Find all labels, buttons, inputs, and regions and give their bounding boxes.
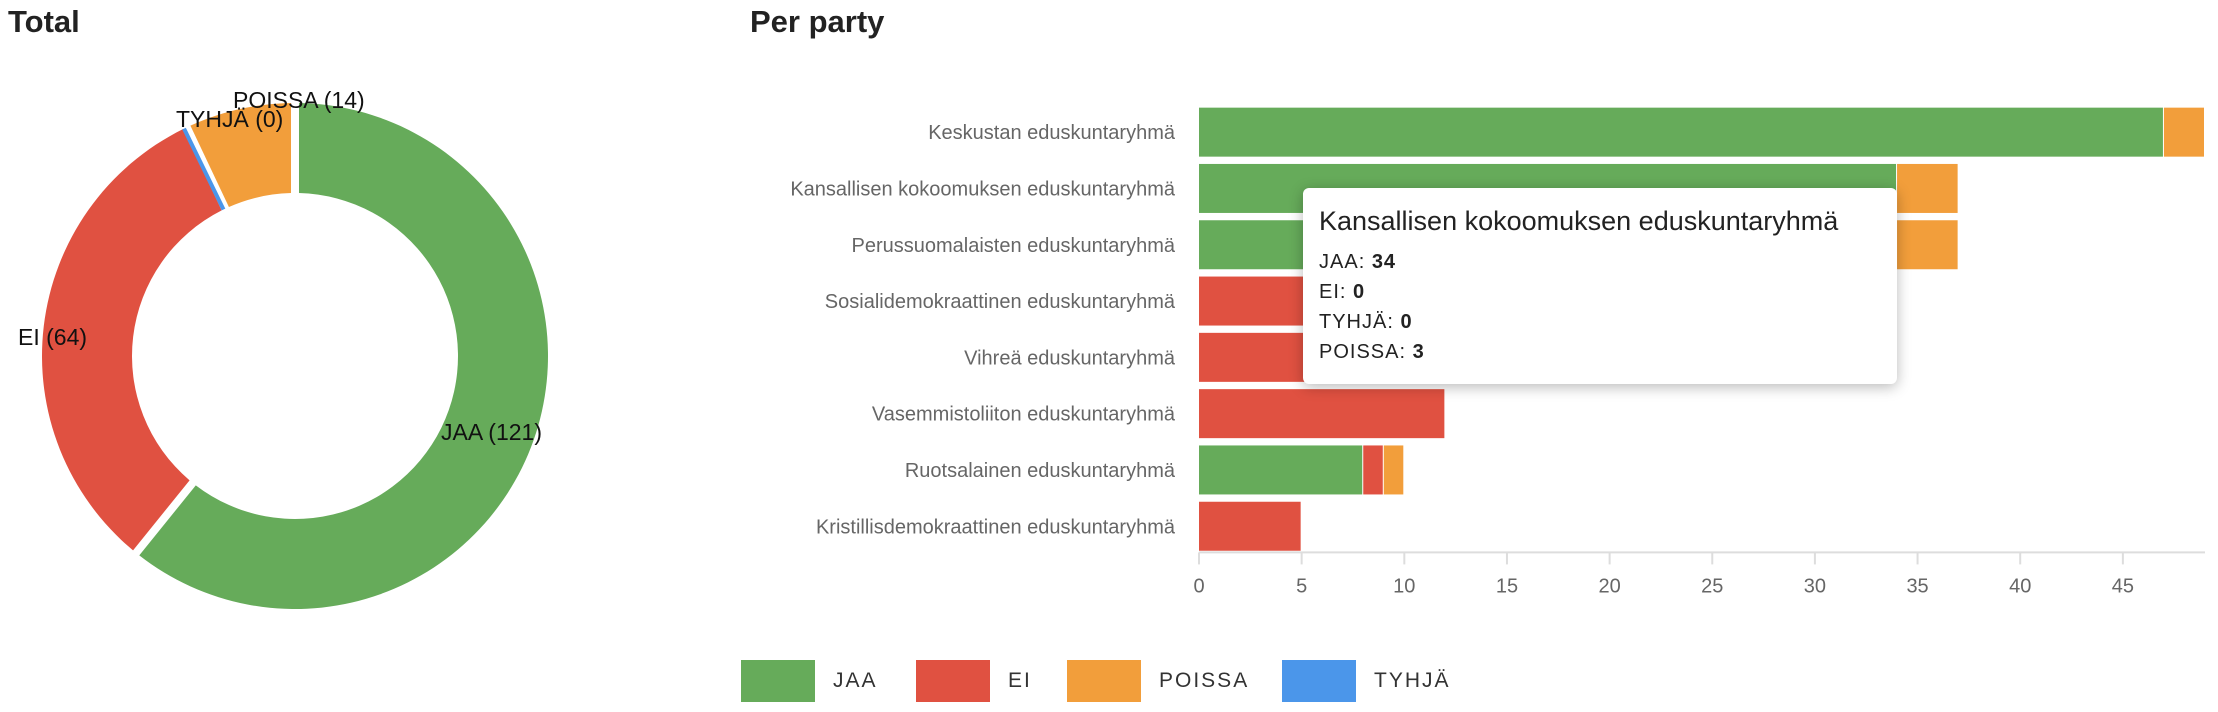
x-tick-label: 30: [1804, 575, 1826, 597]
tooltip-row-label: POISSA: [1319, 341, 1400, 363]
bar-segment-poissa[interactable]: [1897, 163, 1958, 213]
donut-labels: JAA (121) EI (64) TYHJÄ (0)POISSA (14): [18, 87, 542, 445]
legend-label-ei: EI: [1008, 669, 1032, 692]
bar-segment-poissa[interactable]: [1383, 445, 1404, 495]
bar-tooltip: Kansallisen kokoomuksen eduskuntaryhmä J…: [1303, 188, 1897, 384]
tooltip-row-value: 0: [1353, 281, 1366, 303]
legend-swatch-jaa: [741, 660, 815, 702]
category-label: Sosialidemokraattinen eduskuntaryhmä: [825, 291, 1176, 313]
tooltip-title: Kansallisen kokoomuksen eduskuntaryhmä: [1319, 206, 1839, 236]
donut-slice-ei[interactable]: [42, 129, 222, 551]
legend-swatch-ei: [916, 660, 990, 702]
category-label: Vihreä eduskuntaryhmä: [964, 347, 1176, 369]
donut-label-tyhja: TYHJÄ (0): [176, 106, 283, 132]
x-tick-label: 5: [1296, 575, 1307, 597]
tooltip-row-ei: EI: 0: [1319, 281, 1366, 303]
bar-segment-ei[interactable]: [1199, 389, 1445, 439]
legend-label-tyhja: TYHJÄ: [1374, 669, 1451, 692]
legend-item-poissa[interactable]: POISSA: [1067, 659, 1249, 703]
legend-item-tyhja[interactable]: TYHJÄ: [1282, 659, 1451, 703]
x-tick-label: 20: [1598, 575, 1620, 597]
bar-segment-ei[interactable]: [1199, 501, 1301, 551]
donut-chart: [42, 103, 548, 609]
legend-label-jaa: JAA: [833, 669, 878, 692]
donut-slice-tyhja[interactable]: [182, 127, 226, 211]
x-tick-label: 25: [1701, 575, 1723, 597]
tooltip-row-value: 3: [1412, 341, 1425, 363]
category-label: Kristillisdemokraattinen eduskuntaryhmä: [816, 516, 1176, 538]
legend-label-poissa: POISSA: [1159, 669, 1250, 692]
tooltip-row-label: EI: [1319, 281, 1340, 303]
bar-segment-jaa[interactable]: [1199, 107, 2163, 157]
donut-label-jaa: JAA (121): [441, 419, 542, 445]
legend-item-jaa[interactable]: JAA: [741, 659, 878, 703]
x-tick-label: 15: [1496, 575, 1518, 597]
tooltip-row-value: 0: [1400, 311, 1413, 333]
category-label: Kansallisen kokoomuksen eduskuntaryhmä: [790, 178, 1176, 200]
bar-segment-jaa[interactable]: [1199, 445, 1363, 495]
tooltip-row-poissa: POISSA: 3: [1319, 341, 1425, 363]
bar-segment-ei[interactable]: [1363, 445, 1383, 495]
bar-segment-poissa[interactable]: [2163, 107, 2204, 157]
bar-x-axis: 0 5 10 15 20 25 30 35 40 45: [1193, 575, 2134, 597]
donut-slice-jaa[interactable]: [139, 103, 548, 609]
donut-label-poissa: POISSA (14): [233, 87, 365, 113]
bar-chart-grid: [1198, 551, 2205, 565]
category-label: Keskustan eduskuntaryhmä: [928, 122, 1176, 144]
x-tick-label: 10: [1393, 575, 1415, 597]
bar-segment-poissa[interactable]: [1897, 220, 1958, 270]
tooltip-row-value: 34: [1371, 251, 1397, 273]
x-tick-label: 40: [2009, 575, 2031, 597]
donut-slice-poissa[interactable]: [190, 103, 292, 208]
legend-swatch-tyhja: [1282, 660, 1356, 702]
total-chart-title: Total: [8, 4, 80, 39]
donut-label-ei: EI (64): [18, 324, 87, 350]
tooltip-row-label: JAA: [1319, 251, 1359, 273]
bar-category-labels: Keskustan eduskuntaryhmä Kansallisen koko…: [790, 122, 1176, 538]
category-label: Vasemmistoliiton eduskuntaryhmä: [872, 404, 1176, 426]
tooltip-row-tyhja: TYHJÄ: 0: [1319, 311, 1413, 333]
x-tick-label: 35: [1906, 575, 1928, 597]
tooltip-row-label: TYHJÄ: [1319, 311, 1388, 333]
x-tick-label: 0: [1193, 575, 1204, 597]
category-label: Perussuomalaisten eduskuntaryhmä: [851, 235, 1175, 257]
tooltip-row-jaa: JAA: 34: [1319, 251, 1397, 273]
category-label: Ruotsalainen eduskuntaryhmä: [905, 460, 1176, 482]
legend-item-ei[interactable]: EI: [916, 659, 1032, 703]
legend-swatch-poissa: [1067, 660, 1141, 702]
per-party-chart-title: Per party: [750, 4, 885, 39]
x-tick-label: 45: [2112, 575, 2134, 597]
